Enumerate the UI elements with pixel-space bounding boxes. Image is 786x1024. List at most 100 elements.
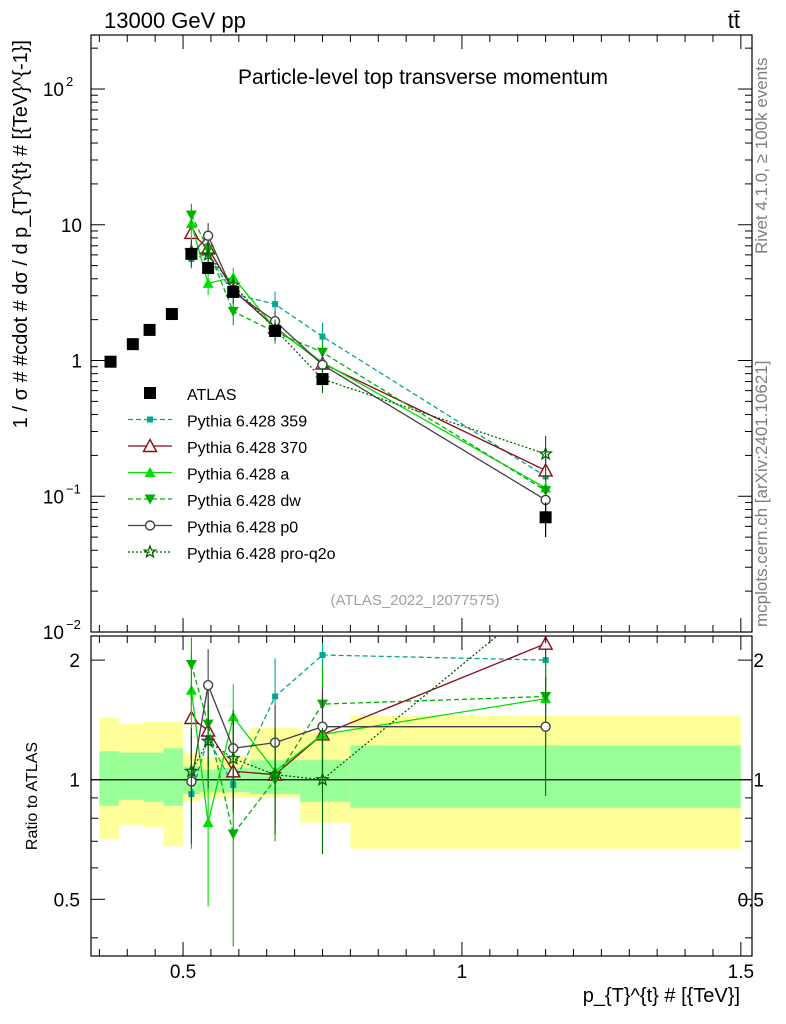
series-line	[190, 234, 546, 501]
ratio-series-line	[190, 654, 546, 795]
ratio-point	[319, 652, 326, 659]
series-line	[191, 253, 546, 477]
legend-marker	[144, 387, 156, 399]
ratio-y-tick-label: 1	[69, 771, 80, 792]
y-tick-label: 10	[43, 80, 64, 101]
legend-marker	[142, 438, 158, 453]
ratio-series-line	[190, 690, 546, 823]
ratio-point	[183, 763, 199, 778]
legend-marker	[144, 494, 156, 505]
atlas-data-point	[185, 247, 198, 260]
y-tick-exponent: −1	[66, 481, 81, 496]
legend-entry: Pythia 6.428 p0	[128, 520, 298, 537]
atlas-data-point	[143, 323, 156, 336]
ratio-y-tick-label-right: 0.5	[738, 890, 764, 911]
legend-marker	[144, 520, 156, 531]
atlas-data-point	[126, 338, 139, 351]
legend-entry: Pythia 6.428 dw	[128, 493, 301, 510]
ratio-y-axis-label: Ratio to ATLAS	[24, 742, 41, 850]
series-point	[319, 333, 326, 340]
ratio-series-5	[183, 590, 551, 855]
series-point	[227, 306, 239, 317]
ratio-point	[537, 636, 554, 650]
mcplots-label: mcplots.cern.ch [arXiv:2401.10621]	[752, 361, 771, 627]
ratio-point	[202, 817, 214, 828]
atlas-data-point	[104, 355, 117, 368]
analysis-watermark: (ATLAS_2022_I2077575)	[330, 592, 499, 609]
atlas-data-point	[316, 373, 329, 386]
ratio-band-green	[99, 751, 119, 806]
x-axis-label: p_{T}^{t} # [{TeV}]	[583, 985, 740, 1007]
series-3	[185, 203, 552, 507]
ratio-band-green	[143, 752, 164, 802]
legend-label: Pythia 6.428 p0	[187, 520, 298, 537]
legend-label: Pythia 6.428 dw	[187, 493, 301, 510]
rivet-version-label: Rivet 4.1.0, ≥ 100k events	[752, 58, 771, 254]
legend-label: Pythia 6.428 359	[187, 414, 307, 431]
series-point	[272, 301, 279, 308]
x-tick-label: 1	[457, 962, 468, 983]
ratio-point	[540, 590, 551, 601]
legend-marker	[142, 544, 158, 559]
atlas-data-layer	[104, 247, 552, 538]
series-2	[185, 210, 552, 505]
legend-label: Pythia 6.428 370	[187, 440, 307, 457]
legend-label: Pythia 6.428 pro-q2o	[187, 546, 336, 563]
legend: ATLAS Pythia 6.428 359 Pythia 6.428 370 Pyt…	[128, 387, 336, 563]
legend-label: Pythia 6.428 a	[187, 467, 289, 484]
y-axis-label: 1 / σ # #cdot # dσ / d p_{T}^{t} # [{TeV…	[10, 40, 32, 428]
main-plot-frame	[90, 34, 753, 633]
legend-marker	[144, 467, 156, 477]
ratio-series-line	[190, 682, 546, 782]
ratio-series-line	[190, 664, 546, 836]
ratio-y-tick-label: 0.5	[54, 890, 80, 911]
atlas-data-point	[227, 285, 240, 298]
ratio-y-tick-label-right: 2	[753, 651, 764, 672]
y-tick-label: 10	[43, 623, 64, 644]
ratio-y-tick-label-right: 1	[753, 771, 764, 792]
ratio-point	[202, 679, 214, 691]
legend-entry: Pythia 6.428 pro-q2o	[128, 544, 336, 563]
legend-label: ATLAS	[187, 387, 237, 404]
ratio-series-layer	[183, 590, 554, 947]
y-tick-label: 1	[71, 352, 82, 373]
legend-entry: Pythia 6.428 370	[128, 438, 307, 457]
ratio-point	[185, 659, 197, 670]
y-tick-label: 10	[43, 487, 64, 508]
legend-entry: Pythia 6.428 359	[128, 414, 307, 431]
ratio-point	[225, 750, 241, 765]
x-tick-label: 0.5	[170, 962, 196, 983]
atlas-data-point	[202, 262, 215, 275]
atlas-data-point	[165, 308, 178, 321]
series-line	[190, 214, 546, 492]
series-point	[202, 230, 214, 241]
energy-label: 13000 GeV pp	[104, 8, 246, 33]
series-point	[538, 446, 554, 461]
chart-title: Particle-level top transverse momentum	[238, 66, 608, 89]
ratio-band-green	[118, 752, 144, 800]
series-line	[190, 232, 546, 471]
ratio-point	[540, 721, 551, 732]
ratio-point	[227, 829, 239, 840]
y-tick-exponent: 2	[66, 74, 73, 89]
series-point	[202, 277, 214, 288]
series-point	[200, 247, 216, 262]
ratio-point	[314, 771, 330, 787]
ratio-y-tick-label: 2	[69, 651, 80, 672]
ratio-point	[272, 693, 279, 700]
legend-marker	[147, 416, 153, 423]
ratio-point	[200, 733, 216, 748]
y-tick-exponent: −2	[66, 617, 81, 632]
ratio-band-green	[163, 748, 184, 806]
series-point	[185, 210, 197, 221]
atlas-data-point	[269, 324, 282, 337]
ratio-plot-frame	[90, 635, 753, 957]
x-tick-label: 1.5	[728, 962, 754, 983]
y-tick-label: 10	[61, 216, 82, 237]
series-point	[316, 347, 328, 358]
legend-entry: ATLAS	[144, 387, 237, 404]
process-label: tt̄	[728, 8, 740, 33]
legend-entry: Pythia 6.428 a	[128, 467, 289, 484]
